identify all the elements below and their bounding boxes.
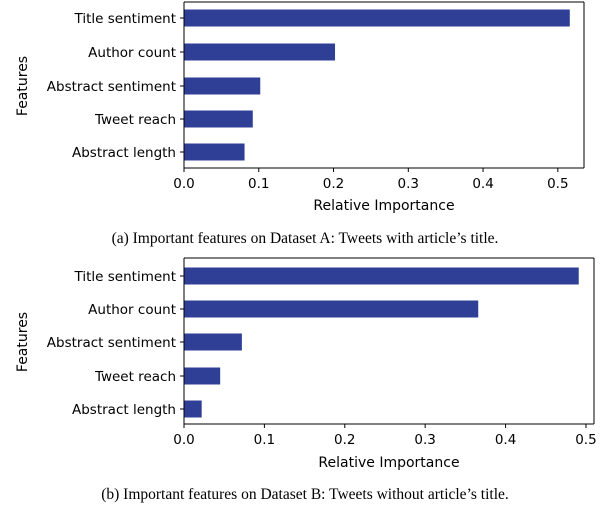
bar-tweet-reach <box>184 367 221 385</box>
bar-tweet-reach <box>184 110 253 128</box>
x-tick-label: 0.0 <box>173 432 194 448</box>
y-tick-label: Tweet reach <box>94 369 176 385</box>
y-tick-label: Abstract sentiment <box>47 79 176 95</box>
bar-abstract-sentiment <box>184 77 261 95</box>
y-tick-label: Abstract sentiment <box>47 335 176 351</box>
y-tick-label: Title sentiment <box>74 11 176 27</box>
chart-panel-a: Title sentiment Author count Abstract sent… <box>15 1 585 247</box>
y-tick-label: Author count <box>88 45 176 61</box>
bar-author-count <box>184 43 336 61</box>
y-tick-label: Author count <box>88 302 176 318</box>
x-tick-label: 0.1 <box>254 432 275 448</box>
x-tick-label: 0.2 <box>334 432 355 448</box>
x-tick-label: 0.4 <box>472 176 493 192</box>
y-tick-label: Abstract length <box>72 145 176 161</box>
x-tick-label: 0.4 <box>495 432 516 448</box>
x-tick-label: 0.2 <box>323 176 344 192</box>
figure-caption: (b) Important features on Dataset B: Twe… <box>101 486 509 503</box>
bar-title-sentiment <box>184 267 579 285</box>
x-tick-label: 0.1 <box>248 176 269 192</box>
x-tick-label: 0.3 <box>398 176 419 192</box>
x-axis-label: Relative Importance <box>313 198 454 214</box>
y-tick-label: Title sentiment <box>74 269 176 285</box>
bar-abstract-length <box>184 143 245 161</box>
x-axis-label: Relative Importance <box>318 455 459 471</box>
bar-abstract-sentiment <box>184 333 242 351</box>
y-axis-label: Features <box>15 56 31 116</box>
bar-abstract-length <box>184 400 202 418</box>
y-axis-label: Features <box>15 312 31 372</box>
y-tick-label: Tweet reach <box>94 112 176 128</box>
x-tick-label: 0.3 <box>414 432 435 448</box>
x-tick-label: 0.5 <box>575 432 596 448</box>
x-tick-label: 0.5 <box>547 176 568 192</box>
bar-author-count <box>184 300 479 318</box>
x-tick-label: 0.0 <box>173 176 194 192</box>
y-tick-label: Abstract length <box>72 402 176 418</box>
figure-caption: (a) Important features on Dataset A: Twe… <box>112 230 499 247</box>
chart-panel-b: Title sentiment Author count Abstract sent… <box>15 257 597 503</box>
bar-title-sentiment <box>184 9 570 27</box>
